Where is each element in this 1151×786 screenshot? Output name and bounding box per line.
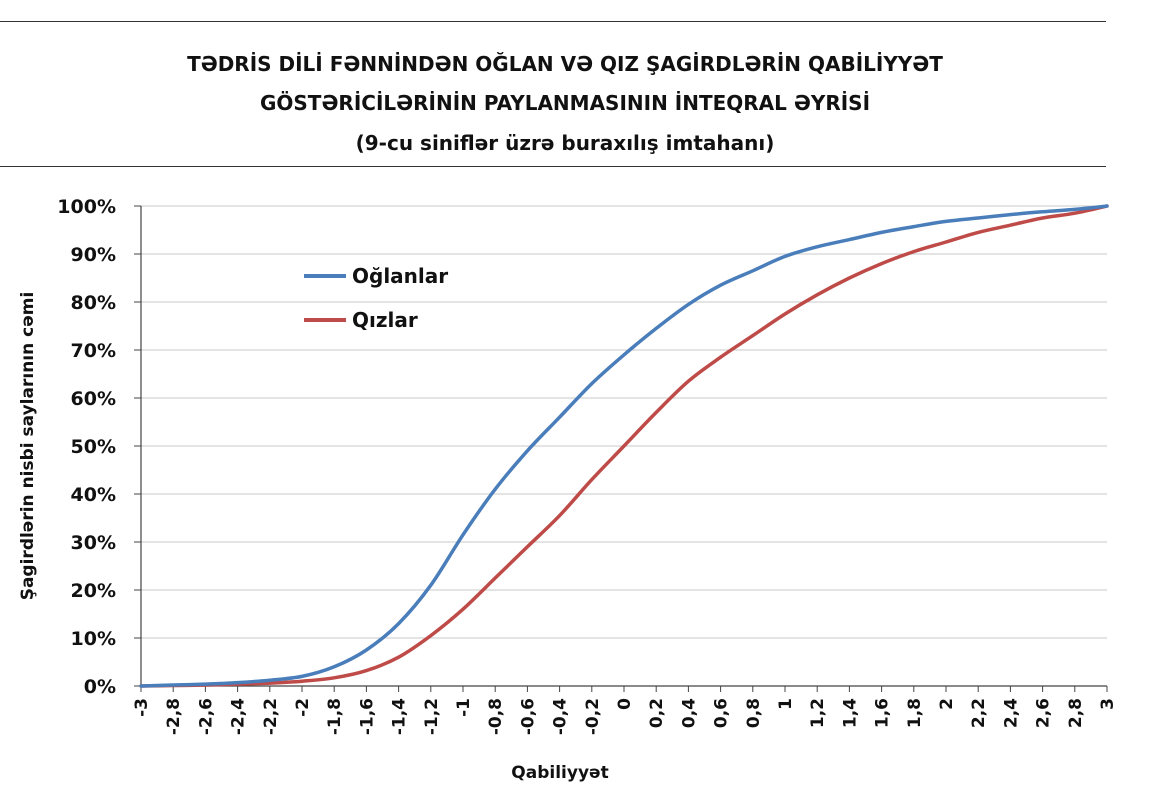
x-tick-label: 2,6 — [1034, 698, 1054, 728]
y-tick-label: 30% — [71, 532, 116, 554]
x-tick-label: -1,6 — [357, 698, 377, 735]
legend-label: Oğlanlar — [352, 264, 448, 288]
y-tick-label: 20% — [71, 580, 116, 602]
x-tick-label: -0,2 — [583, 698, 603, 735]
y-tick-label: 80% — [71, 292, 116, 314]
series-lines — [139, 204, 1109, 688]
y-tick-label: 50% — [71, 436, 116, 458]
title-divider — [0, 166, 1106, 167]
x-tick-label: 0,8 — [744, 698, 764, 728]
axes — [140, 206, 1107, 687]
x-tick-label: -3 — [132, 698, 152, 717]
x-tick-label: -2,2 — [261, 698, 281, 735]
y-tick-label: 0% — [84, 676, 116, 698]
x-tick-label: 1,4 — [840, 698, 860, 728]
y-tick-label: 40% — [71, 484, 116, 506]
series-line-1 — [139, 204, 1109, 688]
legend-label: Qızlar — [352, 308, 418, 332]
chart-subtitle: (9-cu siniflər üzrə buraxılış imtahanı) — [355, 131, 775, 155]
x-tick-label: -1 — [454, 698, 474, 717]
x-tick-label: 2 — [937, 698, 957, 710]
x-tick-label: -2 — [293, 698, 313, 717]
x-tick-label: -1,2 — [422, 698, 442, 735]
x-tick-label: 0 — [615, 698, 635, 710]
x-tick-label: 1,6 — [873, 698, 893, 728]
x-tick-label: 2,4 — [1001, 698, 1021, 728]
x-tick-label: -0,4 — [551, 698, 571, 735]
top-divider — [0, 21, 1106, 22]
x-axis-label: Qabiliyyət — [511, 763, 608, 783]
x-tick-label: -2,6 — [196, 698, 216, 735]
chart-title-line-2: GÖSTƏRİCİLƏRİNİN PAYLANMASININ İNTEQRAL … — [259, 91, 871, 115]
y-tick-label: 70% — [71, 340, 116, 362]
x-tick-label: -0,6 — [518, 698, 538, 735]
x-tick-label: -2,4 — [229, 698, 249, 735]
series-line-2 — [139, 204, 1109, 688]
y-axis-ticks: 0% 10% 20% 30% 40% 50% 60% 70% 80% 90% 100% — [57, 196, 141, 698]
x-tick-label: 3 — [1098, 698, 1118, 710]
x-tick-label: -1,4 — [390, 698, 410, 735]
y-tick-label: 60% — [71, 388, 116, 410]
x-axis-ticks: -3 -2,8 -2,6 -2,4 -2,2 -2 -1,8 -1,6 -1,4 -1,2 -1 -0… — [132, 686, 1118, 735]
x-tick-label: 1,2 — [808, 698, 828, 728]
y-axis-label: Şagirdlərin nisbi saylarının cəmi — [18, 292, 38, 601]
x-tick-label: 0,6 — [712, 698, 732, 728]
x-tick-label: 2,2 — [969, 698, 989, 728]
x-tick-label: 1,8 — [905, 698, 925, 728]
legend: Oğlanlar Qızlar — [304, 264, 448, 332]
chart-title-line-1: TƏDRİS DİLİ FƏNNİNDƏN OĞLAN VƏ QIZ ŞAGİR… — [187, 52, 943, 76]
y-tick-label: 100% — [57, 196, 116, 218]
x-tick-label: -2,8 — [164, 698, 184, 735]
grid-lines — [141, 205, 1107, 639]
x-tick-label: 0,2 — [647, 698, 667, 728]
x-tick-label: 0,4 — [679, 698, 699, 728]
x-tick-label: 2,8 — [1066, 698, 1086, 728]
x-tick-label: -1,8 — [325, 698, 345, 735]
y-tick-label: 90% — [71, 244, 116, 266]
x-tick-label: 1 — [776, 698, 796, 710]
x-tick-label: -0,8 — [486, 698, 506, 735]
y-tick-label: 10% — [71, 628, 116, 650]
